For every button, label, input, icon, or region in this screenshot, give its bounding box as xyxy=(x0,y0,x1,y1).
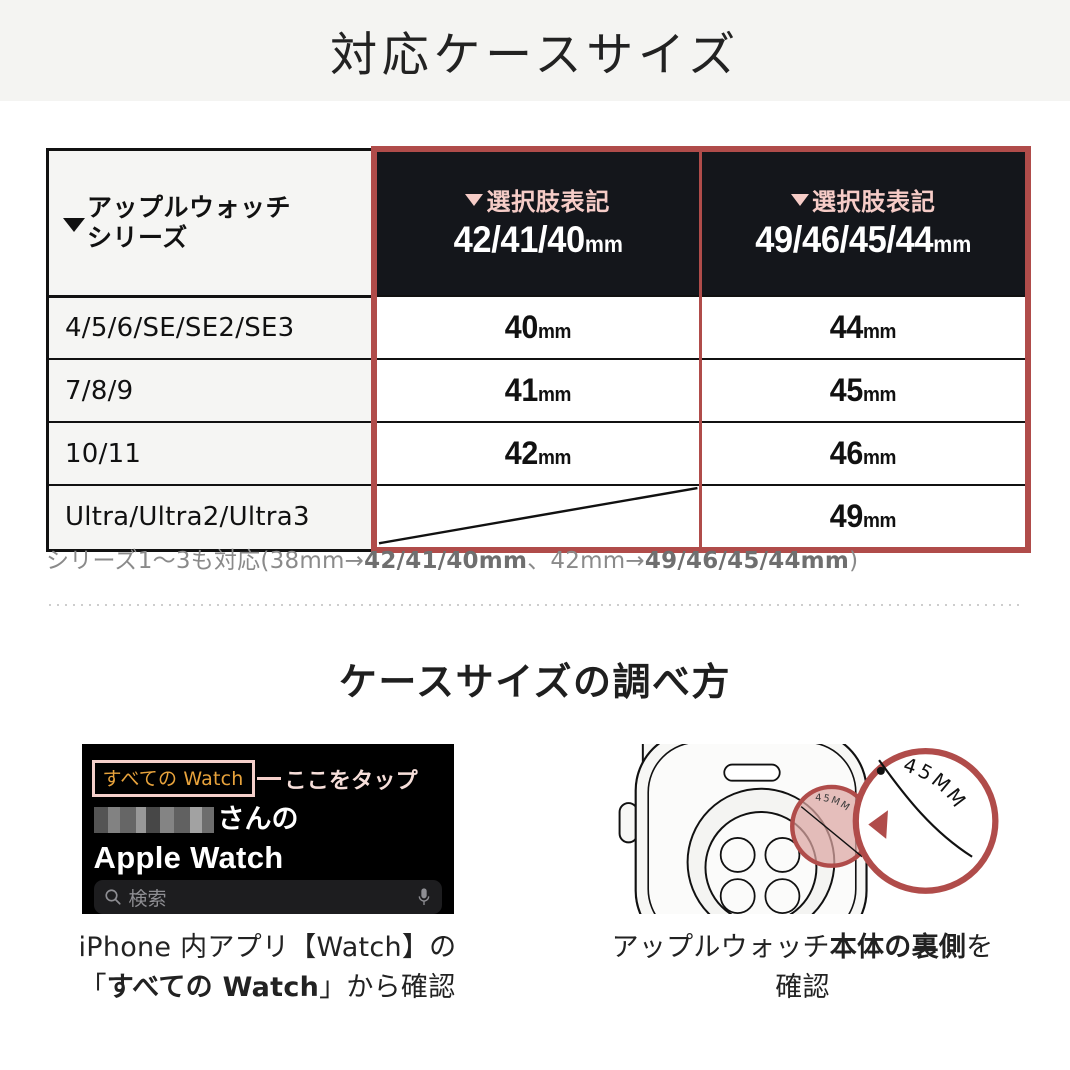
table-row: 10/11 42mm 46mm xyxy=(46,421,1031,485)
footnote-bold-1: 42/41/40mm xyxy=(364,548,528,574)
cell-size-col2: 45mm xyxy=(699,358,1031,422)
all-watch-button-highlight[interactable]: すべての Watch xyxy=(91,760,255,797)
triangle-down-icon xyxy=(63,217,85,232)
option-size-1: 42/41/40mm xyxy=(453,219,623,260)
redacted-name-mosaic xyxy=(93,807,214,833)
triangle-down-icon xyxy=(790,193,809,206)
table-row: 4/5/6/SE/SE2/SE3 40mm 44mm xyxy=(46,295,1031,359)
caption-line-1: iPhone 内アプリ【Watch】の xyxy=(78,932,457,963)
header-series-label: アップルウォッチ シリーズ xyxy=(87,193,292,252)
table-row: 7/8/9 41mm 45mm xyxy=(46,358,1031,422)
compatible-case-size-table: アップルウォッチ シリーズ 選択肢表記 42/41/40mm 選択肢表記 49/ xyxy=(46,146,1031,553)
watch-back-diagram: 45MM 45MM xyxy=(618,744,998,914)
caption-line-2-pre: 「 xyxy=(79,971,107,1003)
caption-line-2-bold: すべての Watch xyxy=(106,971,320,1003)
caption-line-1-bold: 本体の裏側 xyxy=(829,932,967,963)
header-cell-option-2: 選択肢表記 49/46/45/44mm xyxy=(699,146,1031,296)
table-row: Ultra/Ultra2/Ultra3 49mm xyxy=(46,484,1031,553)
option-size-2: 49/46/45/44mm xyxy=(755,219,972,260)
all-watch-button-label: すべての Watch xyxy=(102,768,244,790)
cell-size-col1: 41mm xyxy=(370,358,702,422)
cell-series: Ultra/Ultra2/Ultra3 xyxy=(46,484,374,552)
how-to-columns: すべての Watch ここをタップ さんの Apple Watch 検索 xyxy=(0,744,1070,1008)
caption-iphone-method: iPhone 内アプリ【Watch】の 「すべての Watch」から確認 xyxy=(79,928,457,1008)
option-label-2: 選択肢表記 xyxy=(811,188,936,216)
caption-line-1-pre: アップルウォッチ xyxy=(611,932,830,963)
footnote-part-3: ) xyxy=(849,548,859,574)
account-name-row: さんの xyxy=(93,804,299,835)
cell-size-col1: 42mm xyxy=(370,421,702,485)
search-icon xyxy=(104,889,121,905)
cell-size-col1: 40mm xyxy=(370,295,702,359)
option-label-1: 選択肢表記 xyxy=(486,188,611,216)
apple-watch-heading: Apple Watch xyxy=(93,840,284,875)
footnote-part-1: シリーズ1〜3も対応(38mm→ xyxy=(46,548,365,574)
header-cell-option-1: 選択肢表記 42/41/40mm xyxy=(370,146,702,296)
column-watch-back-method: 45MM 45MM アップルウォッチ本体の裏側を 確認 xyxy=(535,744,1070,1008)
tap-here-annotation: ここをタップ xyxy=(284,768,418,794)
page-header-banner: 対応ケースサイズ xyxy=(0,0,1070,101)
page-title: 対応ケースサイズ xyxy=(330,28,740,83)
iphone-watch-app-screenshot: すべての Watch ここをタップ さんの Apple Watch 検索 xyxy=(81,744,454,914)
microphone-icon[interactable] xyxy=(416,887,432,907)
cell-series: 7/8/9 xyxy=(46,358,374,422)
diagonal-strike-icon xyxy=(378,486,698,545)
footnote-bold-2: 49/46/45/44mm xyxy=(644,548,850,574)
caption-watch-back-method: アップルウォッチ本体の裏側を 確認 xyxy=(612,928,994,1008)
tap-annotation-row: すべての Watch ここをタップ xyxy=(91,760,418,797)
caption-line-2-post: 」から確認 xyxy=(319,971,456,1003)
cell-size-col2: 46mm xyxy=(699,421,1031,485)
cell-series: 10/11 xyxy=(46,421,374,485)
header-cell-series: アップルウォッチ シリーズ xyxy=(46,147,374,298)
table-footnote: シリーズ1〜3も対応(38mm→42/41/40mm、42mm→49/46/45… xyxy=(46,541,1046,575)
size-table-container: アップルウォッチ シリーズ 選択肢表記 42/41/40mm 選択肢表記 49/ xyxy=(46,146,1031,553)
search-placeholder: 検索 xyxy=(128,887,167,910)
table-header-row: アップルウォッチ シリーズ 選択肢表記 42/41/40mm 選択肢表記 49/ xyxy=(46,146,1031,298)
search-input[interactable]: 検索 xyxy=(93,880,442,914)
footnote-part-2: 、42mm→ xyxy=(527,548,645,574)
apple-watch-back-illustration: 45MM 45MM xyxy=(588,744,1018,914)
cell-series: 4/5/6/SE/SE2/SE3 xyxy=(46,295,374,359)
leader-line-icon xyxy=(256,777,281,780)
cell-size-col2: 44mm xyxy=(699,295,1031,359)
triangle-down-icon xyxy=(465,193,484,206)
dotted-divider xyxy=(46,604,1025,606)
caption-line-2: 確認 xyxy=(775,971,830,1003)
column-iphone-method: すべての Watch ここをタップ さんの Apple Watch 検索 xyxy=(0,744,535,1008)
cell-size-col2: 49mm xyxy=(699,484,1031,553)
caption-line-1-post: を xyxy=(966,932,994,963)
section-title-how-to-check: ケースサイズの調べ方 xyxy=(338,660,732,704)
name-suffix-label: さんの xyxy=(217,804,299,835)
